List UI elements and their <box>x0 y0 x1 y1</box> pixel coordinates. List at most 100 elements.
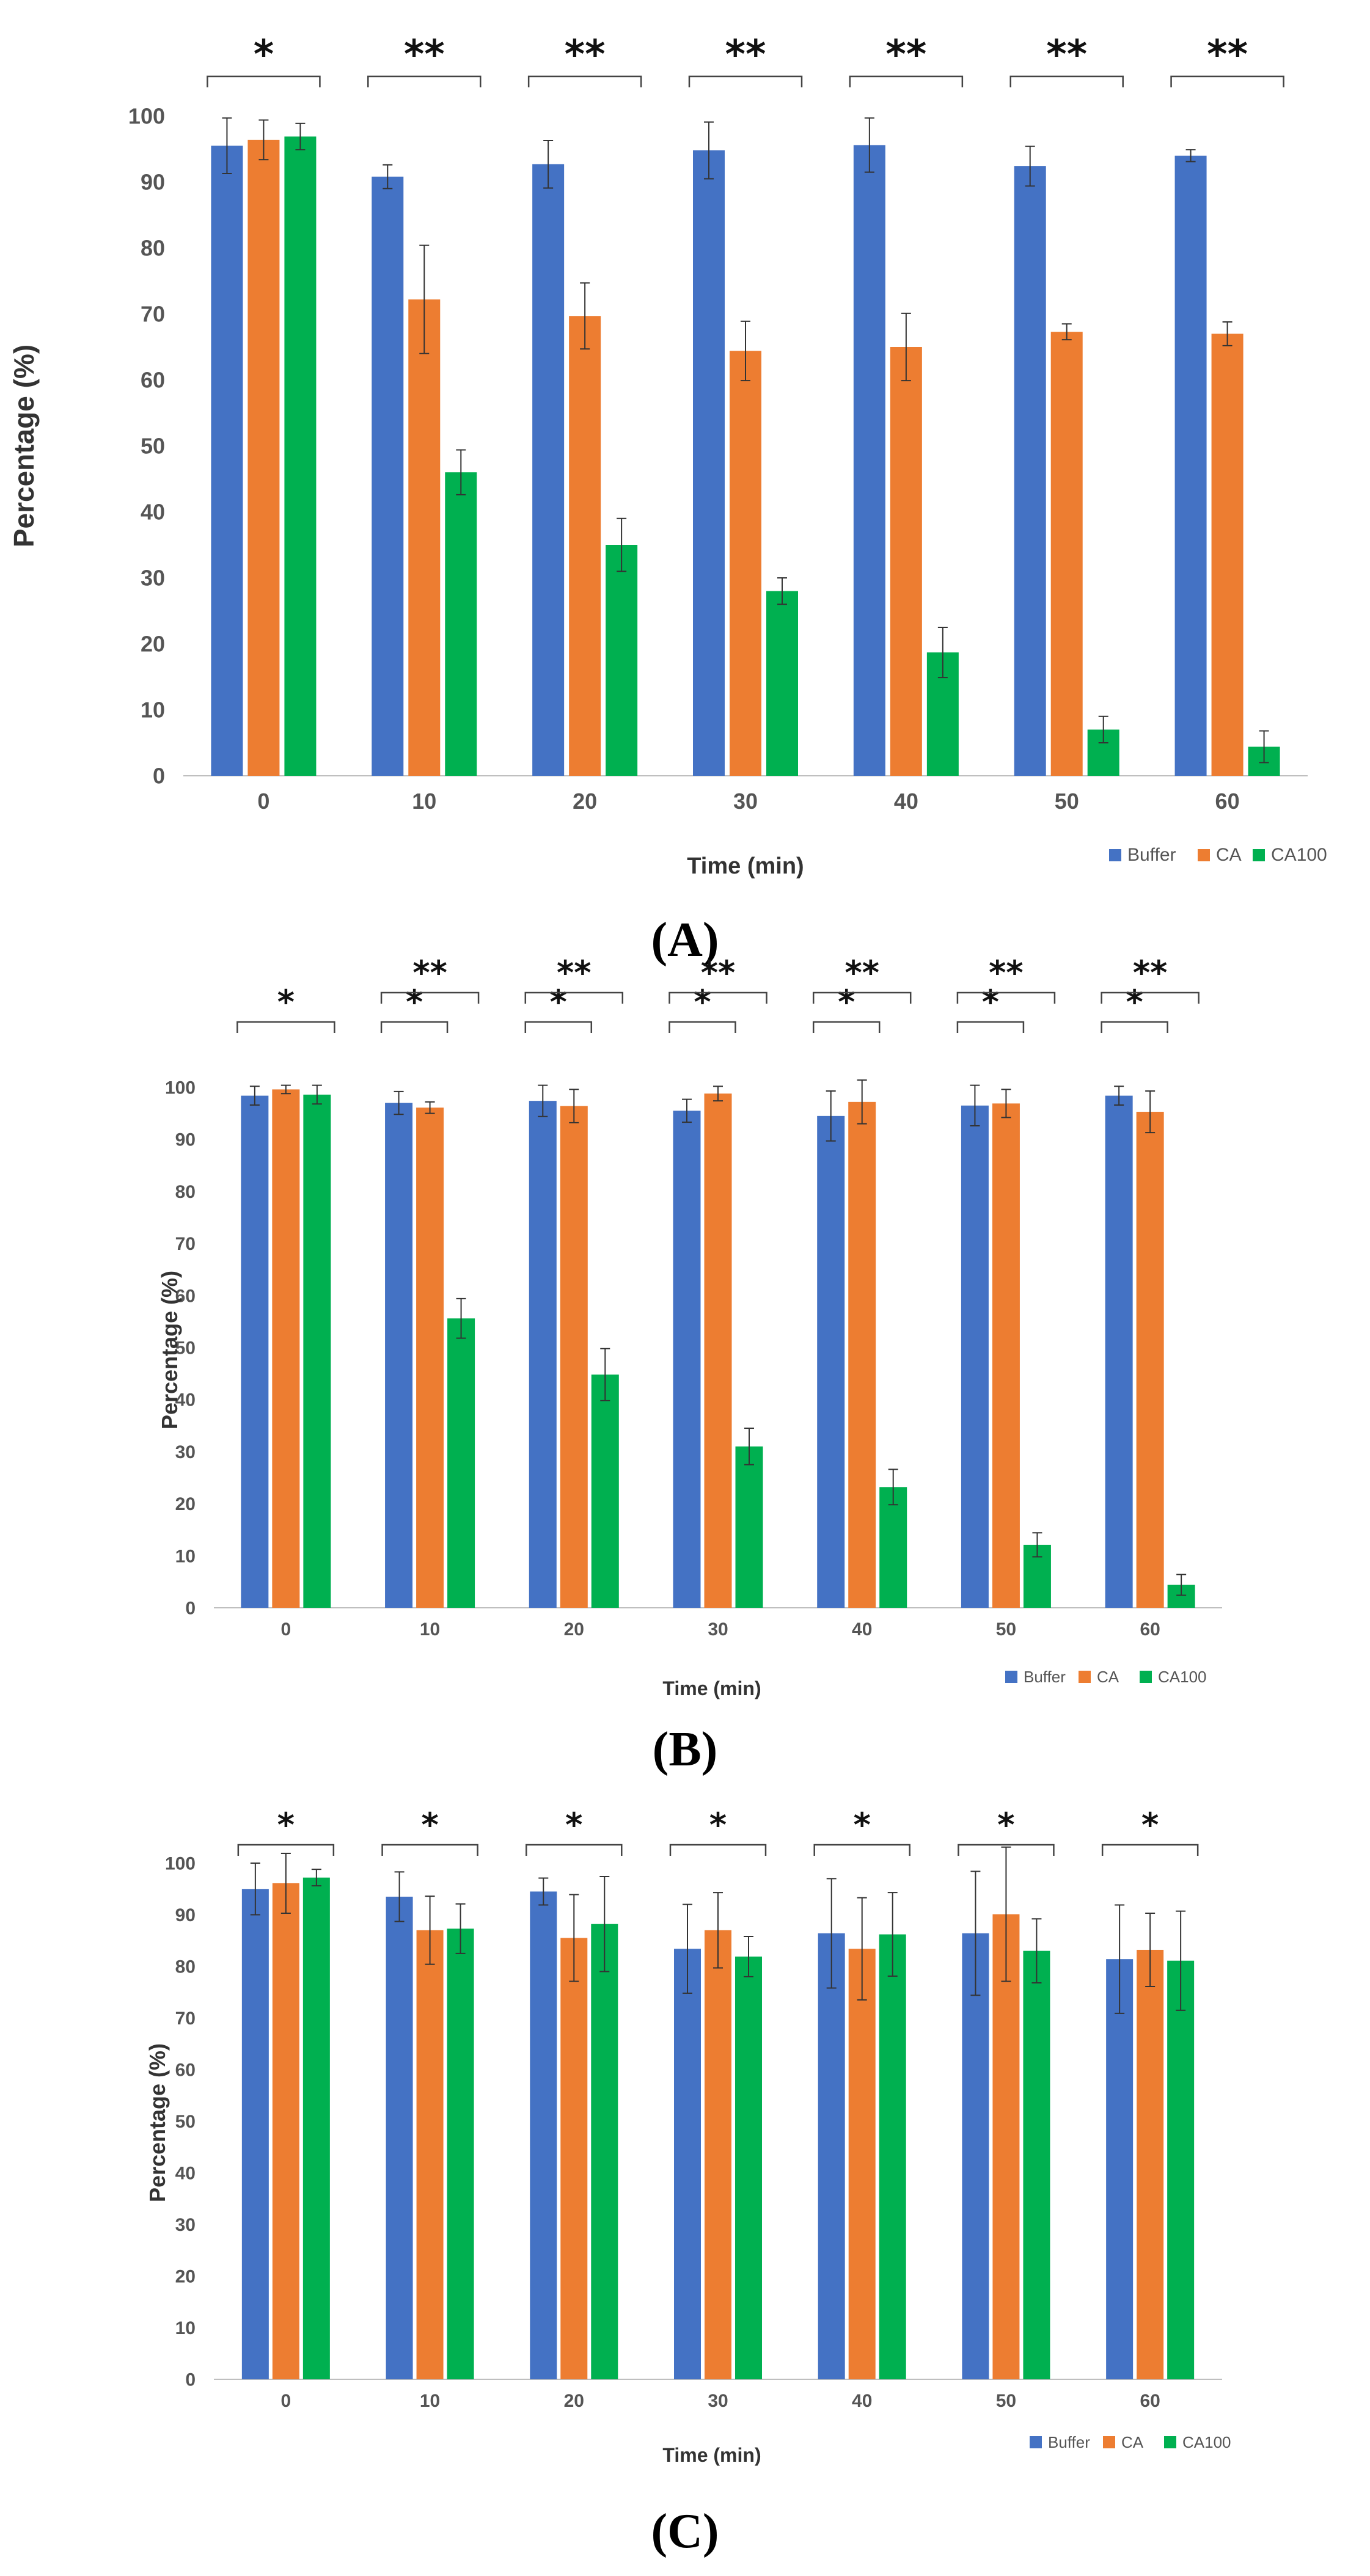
error-bar <box>741 320 750 382</box>
significance-bracket: ** <box>812 954 912 1004</box>
significance-label: * <box>406 983 423 1021</box>
bar-ca100-30 <box>735 1446 763 1608</box>
significance-bracket: ** <box>956 954 1056 1004</box>
bar-ca-20 <box>569 316 601 776</box>
x-tick-label: 30 <box>733 789 758 814</box>
significance-label: ** <box>701 954 735 992</box>
error-bar <box>888 1469 898 1506</box>
error-bar <box>1032 1532 1042 1558</box>
error-bar <box>682 1098 692 1123</box>
error-bar <box>580 282 590 350</box>
bar-ca-40 <box>848 1101 876 1608</box>
legend-swatch <box>1253 849 1265 861</box>
significance-label: * <box>421 1806 438 1844</box>
x-tick-label: 30 <box>708 1619 728 1640</box>
error-bar <box>970 1870 981 1996</box>
significance-label: * <box>709 1806 727 1844</box>
significance-bracket: ** <box>688 32 803 87</box>
legend-label: CA <box>1121 2433 1144 2451</box>
x-tick-label: 50 <box>996 1619 1016 1640</box>
y-tick-label: 50 <box>141 434 165 459</box>
significance-bracket: * <box>669 983 736 1033</box>
bar-buffer-40 <box>818 1933 845 2379</box>
error-bar <box>312 1084 322 1105</box>
bar-ca-40 <box>848 1949 876 2379</box>
error-bar <box>1001 1846 1011 1982</box>
significance-bracket: * <box>524 983 593 1033</box>
bar-ca-40 <box>890 347 922 776</box>
bar-ca-10 <box>408 299 441 776</box>
bar-buffer-30 <box>673 1111 701 1608</box>
legend-swatch <box>1030 2436 1042 2448</box>
legend-item-ca100: CA100 <box>1164 2433 1231 2451</box>
bar-ca-50 <box>992 1103 1020 1608</box>
legend: Buffer CA CA100 <box>1109 845 1327 865</box>
legend-swatch <box>1140 1671 1152 1683</box>
error-bar <box>1025 145 1035 187</box>
bar-buffer-0 <box>241 1889 269 2379</box>
x-tick-label: 40 <box>852 2391 872 2411</box>
y-tick-label: 10 <box>175 2318 196 2338</box>
y-tick-label: 0 <box>153 764 165 789</box>
significance-label: ** <box>1046 32 1087 78</box>
bar-ca-60 <box>1211 334 1244 776</box>
bar-buffer-30 <box>674 1949 701 2379</box>
significance-bracket: * <box>526 1806 623 1856</box>
legend-label: Buffer <box>1127 845 1176 865</box>
y-tick-label: 90 <box>175 1130 196 1150</box>
error-bar <box>744 1428 754 1465</box>
bar-buffer-20 <box>530 1891 557 2379</box>
y-tick-label: 70 <box>175 1234 196 1254</box>
significance-bracket: * <box>958 1806 1055 1856</box>
error-bar <box>456 449 466 495</box>
error-bar <box>249 1085 260 1106</box>
significance-bracket: ** <box>1170 32 1284 87</box>
x-tick-label: 10 <box>420 2391 440 2411</box>
error-bar <box>617 517 627 572</box>
x-tick-label: 20 <box>564 2391 584 2411</box>
x-tick-label: 0 <box>281 2391 291 2411</box>
significance-label: * <box>550 983 567 1021</box>
bar-buffer-10 <box>385 1103 413 1608</box>
bar-ca-10 <box>416 1930 444 2379</box>
error-bar <box>280 1852 291 1914</box>
legend-label: CA100 <box>1158 1668 1207 1686</box>
bar-buffer-40 <box>817 1115 845 1608</box>
x-axis-label: Time (min) <box>687 853 804 879</box>
significance-label: * <box>854 1806 871 1844</box>
significance-label: * <box>997 1806 1014 1844</box>
x-tick-label: 60 <box>1215 789 1240 814</box>
y-tick-label: 60 <box>141 368 165 393</box>
error-bar <box>425 1101 435 1114</box>
significance-bracket: * <box>236 983 335 1033</box>
x-tick-label: 10 <box>420 1619 440 1640</box>
legend-label: CA <box>1216 845 1242 865</box>
error-bar <box>543 139 554 189</box>
significance-bracket: ** <box>1009 32 1124 87</box>
error-bar <box>857 1897 867 2001</box>
significance-label: * <box>254 32 274 78</box>
legend-item-buffer: Buffer <box>1109 845 1176 865</box>
y-tick-label: 80 <box>141 236 165 261</box>
bar-buffer-10 <box>386 1896 413 2379</box>
significance-bracket: * <box>380 983 449 1033</box>
legend-label: CA100 <box>1271 845 1327 865</box>
y-tick-label: 20 <box>175 1494 196 1514</box>
bar-ca-0 <box>272 1089 300 1608</box>
significance-bracket: ** <box>1101 954 1200 1004</box>
error-bar <box>857 1079 867 1125</box>
legend-item-ca100: CA100 <box>1140 1668 1207 1686</box>
significance-bracket: ** <box>380 954 480 1004</box>
significance-bracket: * <box>813 1806 910 1856</box>
bar-ca100-0 <box>302 1877 330 2379</box>
significance-bracket: * <box>812 983 881 1033</box>
bar-ca-30 <box>705 1930 731 2379</box>
bar-buffer-50 <box>961 1105 989 1608</box>
error-bar <box>569 1089 579 1123</box>
error-bar <box>222 117 232 174</box>
bar-ca-50 <box>1050 332 1083 776</box>
significance-label: ** <box>412 954 447 992</box>
error-bar <box>295 122 306 151</box>
error-bar <box>901 312 911 382</box>
